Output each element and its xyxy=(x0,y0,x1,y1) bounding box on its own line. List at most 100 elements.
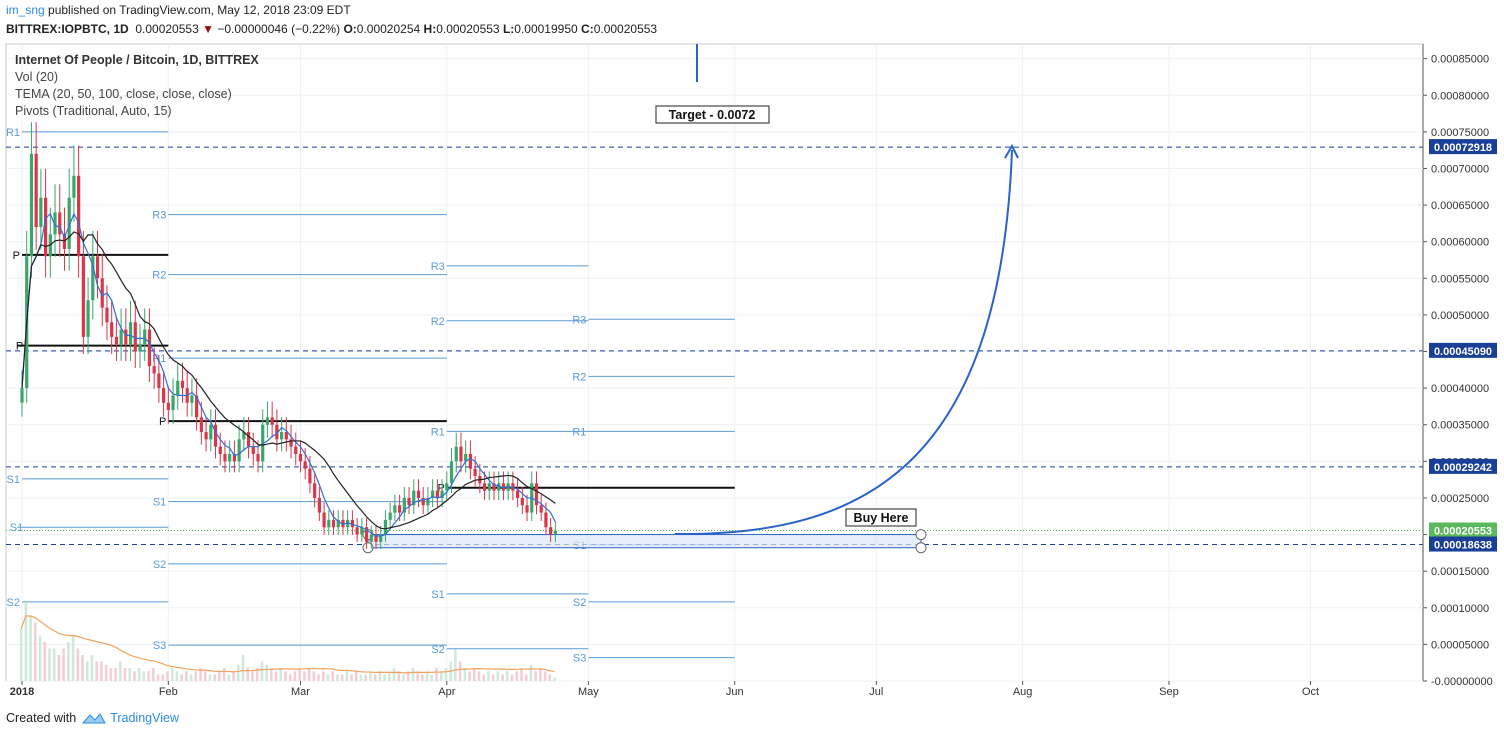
tradingview-logo-icon xyxy=(82,713,107,724)
volume-bar xyxy=(199,668,202,681)
open-value: 0.00020254 xyxy=(356,22,421,36)
candle-body xyxy=(256,454,260,462)
candle-body xyxy=(388,512,392,520)
y-tick-label: 0.00070000 xyxy=(1431,163,1489,175)
pivot-label: P xyxy=(437,483,444,495)
volume-bar xyxy=(236,664,240,681)
footer: Created with TradingView xyxy=(6,711,179,725)
volume-bar xyxy=(397,671,401,681)
candle-body xyxy=(166,402,170,411)
candle-body xyxy=(128,322,133,345)
candle-body xyxy=(445,483,449,491)
price-tag-label: 0.00045090 xyxy=(1434,346,1492,358)
volume-bar xyxy=(378,671,382,681)
target-label: Target - 0.0072 xyxy=(655,105,770,124)
volume-bar xyxy=(307,668,311,681)
candle-body xyxy=(473,468,477,476)
volume-bar xyxy=(85,661,89,681)
volume-bar xyxy=(293,671,297,681)
candle-body xyxy=(39,197,43,228)
zone-handle xyxy=(915,542,927,554)
pivot-label: S1 xyxy=(10,522,23,534)
volume-bar xyxy=(222,668,226,681)
candle-body xyxy=(162,388,166,403)
volume-bar xyxy=(463,668,467,681)
pivot-label: R3 xyxy=(431,261,445,273)
legend-vol[interactable]: Vol (20) xyxy=(15,70,59,84)
candle-body xyxy=(124,329,128,345)
volume-bar xyxy=(274,671,278,681)
legend-pivots[interactable]: Pivots (Traditional, Auto, 15) xyxy=(15,104,172,118)
zone-handle xyxy=(915,529,927,541)
volume-bar xyxy=(189,674,193,681)
y-tick-label: 0.00015000 xyxy=(1431,566,1489,578)
price-tag-label: 0.00072918 xyxy=(1434,142,1492,154)
candle-body xyxy=(81,256,85,337)
candle-body xyxy=(440,490,444,498)
candle-body xyxy=(143,329,147,345)
candle-body xyxy=(114,336,118,345)
price-tag: 0.00020553 xyxy=(1429,522,1497,538)
candle-body xyxy=(110,322,114,337)
candle-body xyxy=(464,454,468,462)
buy-text: Buy Here xyxy=(854,511,909,525)
candle-body xyxy=(341,519,345,528)
volume-bar xyxy=(340,674,344,681)
candle-body xyxy=(383,519,388,535)
candle-body xyxy=(520,497,524,506)
legend-tema[interactable]: TEMA (20, 50, 100, close, close, close) xyxy=(15,87,232,101)
x-tick-label: Sep xyxy=(1159,686,1179,698)
price-tag-bg xyxy=(1429,342,1497,358)
candle-body xyxy=(77,175,81,257)
volume-bar xyxy=(279,668,283,681)
candle-body xyxy=(270,417,274,425)
candle-body xyxy=(138,344,142,352)
volume-bar xyxy=(402,674,405,681)
drawings: Target - 0.0072 Buy Here xyxy=(655,44,1019,536)
candle-body xyxy=(431,490,435,498)
candle-body xyxy=(303,461,307,469)
candle-body xyxy=(350,519,354,528)
price-tag: 0.00018638 xyxy=(1429,536,1497,552)
candle-body xyxy=(421,497,425,506)
candle-body xyxy=(223,454,227,462)
candle-body xyxy=(331,519,336,528)
volume-bar xyxy=(444,668,448,681)
candle-body xyxy=(426,497,430,506)
pivot-label: R2 xyxy=(152,270,166,282)
last-price: 0.00020553 xyxy=(135,22,199,36)
low-value: 0.00019950 xyxy=(514,22,578,36)
candle-body xyxy=(506,483,510,491)
volume-bar xyxy=(133,671,136,681)
y-tick-label: 0.00085000 xyxy=(1431,54,1489,66)
candles xyxy=(20,122,557,549)
candle-body xyxy=(336,519,340,528)
legend-title: Internet Of People / Bitcoin, 1D, BITTRE… xyxy=(15,53,259,67)
author-link[interactable]: im_sng xyxy=(6,3,45,17)
price-tag-label: 0.00018638 xyxy=(1434,540,1492,552)
candle-body xyxy=(492,483,496,491)
x-tick-label: Aug xyxy=(1013,686,1033,698)
volume-bar xyxy=(364,674,368,681)
candle-body xyxy=(152,366,156,374)
target-text: Target - 0.0072 xyxy=(669,108,756,122)
volume-bar xyxy=(241,655,245,681)
pivot-label: R3 xyxy=(572,314,586,326)
tema-fast-line xyxy=(21,212,556,537)
y-tick-label: 0.00075000 xyxy=(1431,127,1489,139)
candle-body xyxy=(313,483,317,498)
candle-body xyxy=(322,512,326,528)
x-tick-label: Feb xyxy=(159,686,178,698)
pivot-label: S3 xyxy=(573,653,586,665)
volume-bar xyxy=(208,674,212,681)
price-tag-label: 0.00020553 xyxy=(1434,526,1492,538)
candle-body xyxy=(398,505,402,513)
price-tags: 0.00072918 0.00045090 0.00029242 0.00020553… xyxy=(1429,139,1497,552)
volume-bar xyxy=(458,661,462,681)
publish-info: im_sng published on TradingView.com, May… xyxy=(6,3,351,17)
candle-body xyxy=(91,256,95,301)
tradingview-brand[interactable]: TradingView xyxy=(82,711,179,725)
volume-bar xyxy=(48,648,51,681)
y-tick-label: 0.00005000 xyxy=(1431,639,1489,651)
